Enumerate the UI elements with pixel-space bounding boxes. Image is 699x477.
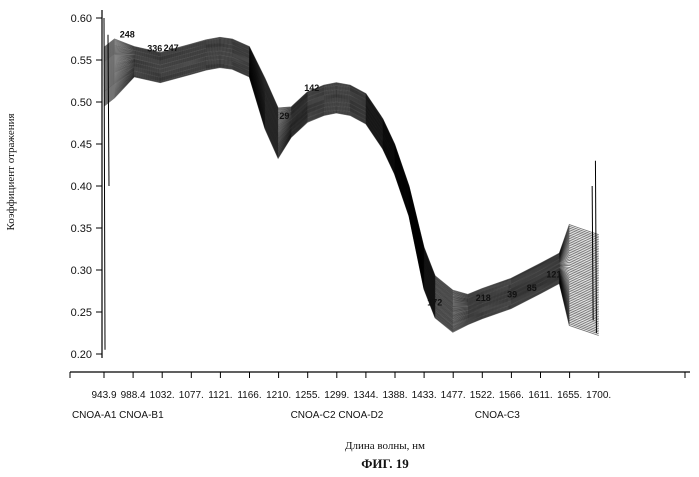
spectrum-spike (592, 186, 593, 320)
x-tick-label: 1477. (441, 390, 466, 401)
spectrum-line (104, 44, 599, 301)
x-tick-label: 1388. (382, 390, 407, 401)
curve-annotation: 172 (427, 297, 442, 307)
y-tick-label: 0.50 (71, 97, 92, 109)
x-tick-label: 1344. (353, 390, 378, 401)
x-tick-label: 1611. (528, 390, 552, 401)
x-tick-label: 1655. (557, 390, 582, 401)
curve-annotation: 248 (120, 29, 135, 39)
x-tick-label: 1299. (324, 390, 349, 401)
x-tick-label: 1210. (266, 390, 291, 401)
x-tick-label: 1077. (179, 390, 204, 401)
spectrum-line (104, 44, 599, 301)
x-ticks: 943.9 988.4 1032. 1077. 1121. 1166. 1210. 1255.… (70, 372, 685, 401)
x-tick-label: 1166. (237, 390, 261, 401)
spectrum-line (104, 41, 599, 298)
spectrum-line (104, 41, 599, 298)
x-tick-label: 1255. (295, 390, 320, 401)
curve-annotation: 142 (304, 83, 319, 93)
sample-label: CNOA-A1 CNOA-B1 (72, 410, 164, 421)
curve-annotation: 121 (546, 270, 561, 280)
x-tick-label: 988.4 (121, 390, 146, 401)
y-tick-label: 0.30 (71, 265, 92, 277)
x-tick-label: 1566. (499, 390, 524, 401)
spectrum-line (104, 42, 599, 299)
y-tick-label: 0.45 (71, 139, 92, 151)
spectrum-line (104, 40, 599, 297)
spectrum-line (104, 40, 599, 297)
spectra-band (104, 18, 599, 350)
x-tick-label: 1700. (586, 390, 611, 401)
y-axis-title: Коэффициент отражения (5, 113, 17, 230)
curve-annotation: 39 (507, 290, 517, 300)
y-tick-label: 0.35 (71, 223, 92, 235)
y-tick-label: 0.55 (71, 55, 92, 67)
x-tick-label: 1522. (470, 390, 495, 401)
y-tick-label: 0.25 (71, 307, 92, 319)
curve-annotation: 218 (476, 293, 491, 303)
sample-label: CNOA-C2 CNOA-D2 (291, 410, 384, 421)
spectrum-line (104, 42, 599, 299)
x-tick-label: 943.9 (91, 390, 116, 401)
x-tick-label: 1121. (208, 390, 232, 401)
curve-annotation: 85 (527, 283, 537, 293)
spectrum-line (104, 45, 599, 302)
x-tick-label: 1032. (150, 390, 175, 401)
y-tick-label: 0.40 (71, 181, 92, 193)
figure-caption: ФИГ. 19 (361, 456, 409, 471)
spectrum-line (104, 47, 599, 304)
spectrum-line (104, 46, 599, 303)
y-tick-label: 0.60 (71, 13, 92, 25)
y-ticks: 0.60 0.55 0.50 0.45 0.40 0.35 0.30 0.25 0.20 (71, 13, 102, 361)
spectrum-line (104, 43, 599, 300)
x-tick-label: 1433. (412, 390, 437, 401)
x-axis-title: Длина волны, нм (345, 440, 425, 452)
curve-annotation: 29 (279, 111, 289, 121)
y-tick-label: 0.20 (71, 349, 92, 361)
spectrum-line (104, 46, 599, 303)
sample-labels: CNOA-A1 CNOA-B1 CNOA-C2 CNOA-D2 CNOA-C3 (72, 410, 520, 421)
sample-label: CNOA-C3 (475, 410, 520, 421)
curve-annotation: 336 (147, 44, 162, 54)
curve-annotation: 247 (164, 43, 179, 53)
spectrum-line (104, 45, 599, 302)
